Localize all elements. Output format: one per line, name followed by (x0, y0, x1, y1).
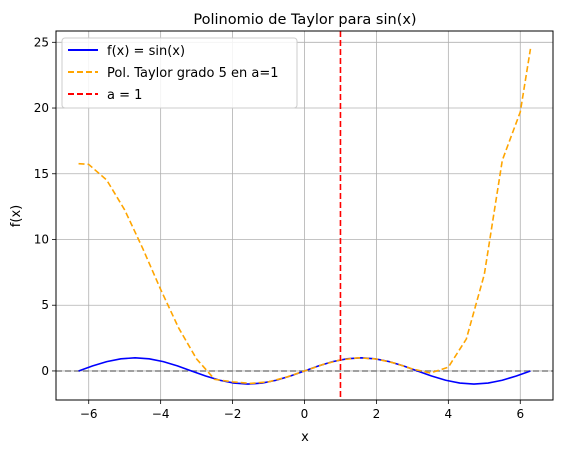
ticks: −6 −4 −2 0 2 4 6 0 5 10 15 20 25 (34, 35, 524, 421)
chart-title: Polinomio de Taylor para sin(x) (193, 12, 416, 28)
x-tick-label: 6 (516, 407, 524, 421)
legend-label-taylor: Pol. Taylor grado 5 en a=1 (107, 66, 279, 81)
x-tick-label: 4 (445, 407, 453, 421)
y-tick-label: 5 (41, 298, 49, 312)
x-tick-label: −4 (152, 407, 170, 421)
series-taylor-line (78, 48, 532, 385)
legend-label-sin: f(x) = sin(x) (107, 44, 185, 59)
y-tick-label: 25 (34, 35, 49, 49)
x-tick-label: 0 (301, 407, 309, 421)
x-axis-label: x (301, 430, 309, 445)
x-tick-label: 2 (373, 407, 381, 421)
legend-label-a: a = 1 (107, 88, 142, 103)
legend-box (61, 37, 298, 109)
y-tick-label: 15 (34, 167, 49, 181)
y-axis-label: f(x) (9, 205, 24, 227)
y-tick-label: 0 (41, 364, 49, 378)
x-tick-label: −2 (224, 407, 242, 421)
legend: f(x) = sin(x) Pol. Taylor grado 5 en a=1… (61, 37, 298, 109)
y-tick-label: 20 (34, 101, 49, 115)
x-tick-label: −6 (80, 407, 98, 421)
y-tick-label: 10 (34, 232, 49, 246)
plot-area (56, 31, 553, 400)
